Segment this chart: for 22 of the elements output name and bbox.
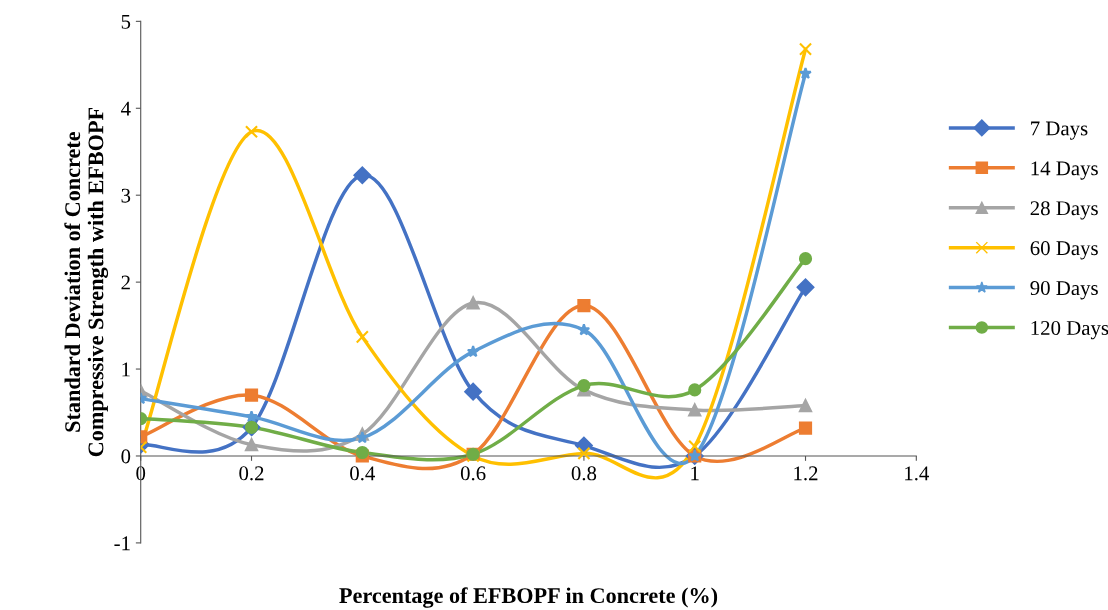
x-tick-label: 0.8 — [571, 466, 597, 481]
x-tick-label: 0.6 — [460, 466, 486, 481]
x-tick-label: 0.4 — [350, 466, 376, 481]
x-tick-label: 0.2 — [239, 466, 264, 481]
x-tick-label: 1 — [691, 466, 699, 481]
legend-label: 120 Days — [1031, 320, 1108, 340]
legend-label: 14 Days — [1031, 161, 1098, 180]
legend-label: 90 Days — [1030, 281, 1098, 300]
y-tick-label: 5 — [121, 14, 131, 29]
y-tick-label: 0 — [121, 449, 131, 464]
y-tick-label: 2 — [121, 275, 130, 290]
x-tick-label: 1.2 — [794, 466, 818, 481]
y-tick-label: 1 — [122, 362, 130, 377]
y-tick-label: 3 — [121, 188, 131, 203]
y-tick-label: 4 — [120, 101, 131, 116]
x-axis-title: Percentage of EFBOPF in Concrete (%) — [339, 587, 718, 608]
legend-label: 7 Days — [1031, 121, 1088, 140]
y-tick-label: -1 — [114, 536, 130, 551]
legend-label: 28 Days — [1030, 201, 1098, 220]
x-tick-label: 1.4 — [905, 466, 930, 481]
legend-label: 60 Days — [1030, 241, 1098, 260]
y-axis-title: Standard Deviation of Concrete Compressive Strength with EFBOPF — [64, 107, 109, 457]
